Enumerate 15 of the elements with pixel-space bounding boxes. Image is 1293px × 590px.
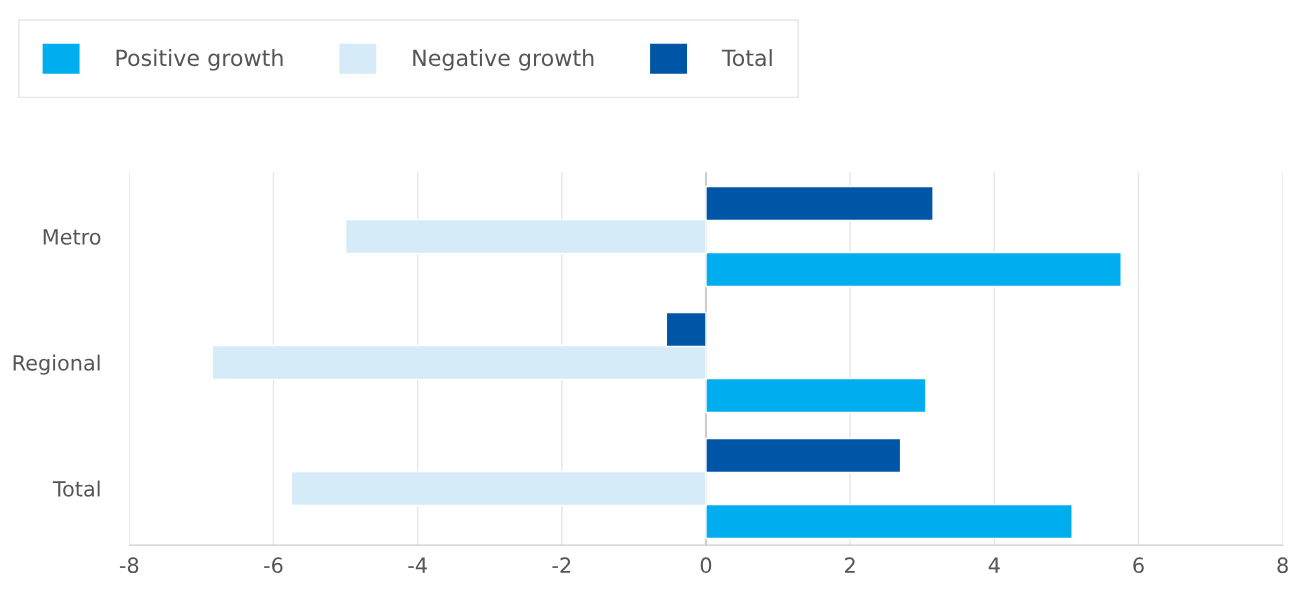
legend-label: Negative growth <box>413 49 594 71</box>
legend-label: Positive growth <box>116 49 283 71</box>
x-tick-label: 4 <box>988 557 1000 573</box>
y-tick-label: Total <box>52 480 100 497</box>
x-tick-label: -8 <box>119 557 139 574</box>
y-tick-label: Regional <box>13 354 100 375</box>
x-tick-label: 0 <box>700 557 712 574</box>
x-tick-label: -4 <box>408 557 427 573</box>
legend-label: Total <box>721 49 772 67</box>
x-tick-label: 6 <box>1133 557 1144 574</box>
x-tick-label: -2 <box>552 557 571 573</box>
y-tick-label: Metro <box>43 229 101 245</box>
x-tick-label: -6 <box>264 557 283 574</box>
x-tick-label: 2 <box>845 557 855 573</box>
x-tick-label: 8 <box>1277 557 1288 574</box>
